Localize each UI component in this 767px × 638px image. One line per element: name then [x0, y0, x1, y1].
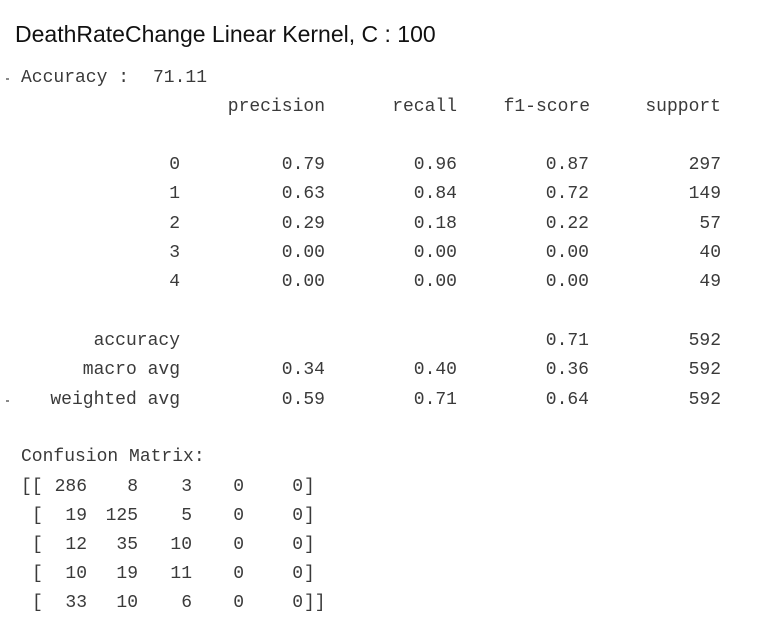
matrix-cell: 0 — [233, 593, 244, 613]
matrix-cell: 10 — [170, 535, 192, 555]
recall-value: 0.40 — [413, 360, 457, 380]
precision-value: 0.29 — [281, 214, 325, 234]
matrix-cell: 11 — [170, 564, 192, 584]
f1-value: 0.00 — [545, 272, 589, 292]
f1-value: 0.71 — [545, 331, 589, 351]
precision-value: 0.79 — [281, 155, 325, 175]
matrix-open-bracket: [ — [32, 535, 43, 555]
matrix-cell: 125 — [105, 506, 138, 526]
matrix-cell: 3 — [181, 477, 192, 497]
f1-value: 0.00 — [545, 243, 589, 263]
recall-value: 0.96 — [413, 155, 457, 175]
f1-value: 0.22 — [545, 214, 589, 234]
f1-value: 0.72 — [545, 184, 589, 204]
precision-value: 0.00 — [281, 272, 325, 292]
row-label: 2 — [169, 214, 180, 234]
support-value: 149 — [688, 184, 721, 204]
matrix-cell: 0 — [233, 506, 244, 526]
recall-value: 0.18 — [413, 214, 457, 234]
matrix-cell: 19 — [65, 506, 87, 526]
matrix-close-bracket: ] — [304, 477, 315, 497]
matrix-cell: 5 — [181, 506, 192, 526]
matrix-open-bracket: [ — [32, 593, 43, 613]
accuracy-label: Accuracy : — [21, 68, 130, 88]
matrix-cell: 0 — [233, 564, 244, 584]
precision-value: 0.00 — [281, 243, 325, 263]
matrix-cell: 33 — [65, 593, 87, 613]
row-label: 0 — [169, 155, 180, 175]
matrix-cell: 0 — [292, 564, 303, 584]
accuracy-value: 71.11 — [153, 68, 208, 88]
precision-value: 0.63 — [281, 184, 325, 204]
matrix-close-bracket: ] — [304, 564, 315, 584]
header-recall: recall — [392, 97, 457, 117]
matrix-close-bracket: ] — [304, 535, 315, 555]
row-label: 4 — [169, 272, 180, 292]
support-value: 57 — [699, 214, 721, 234]
precision-value: 0.34 — [281, 360, 325, 380]
support-value: 592 — [688, 331, 721, 351]
support-value: 592 — [688, 360, 721, 380]
matrix-open-bracket: [ — [32, 564, 43, 584]
matrix-cell: 6 — [181, 593, 192, 613]
f1-value: 0.36 — [545, 360, 589, 380]
summary-label: accuracy — [93, 331, 180, 351]
support-value: 40 — [699, 243, 721, 263]
f1-value: 0.64 — [545, 390, 589, 410]
matrix-cell: 10 — [116, 593, 138, 613]
f1-value: 0.87 — [545, 155, 589, 175]
recall-value: 0.84 — [413, 184, 457, 204]
header-support: support — [645, 97, 721, 117]
summary-label: weighted avg — [50, 390, 180, 410]
page-title: DeathRateChange Linear Kernel, C : 100 — [15, 21, 436, 47]
matrix-cell: 0 — [292, 506, 303, 526]
left-edge-mark — [6, 400, 9, 402]
confusion-matrix-label: Confusion Matrix: — [21, 447, 205, 467]
summary-label: macro avg — [82, 360, 180, 380]
left-edge-mark — [6, 78, 9, 80]
matrix-cell: 0 — [292, 593, 303, 613]
matrix-cell: 19 — [116, 564, 138, 584]
support-value: 49 — [699, 272, 721, 292]
matrix-cell: 0 — [292, 535, 303, 555]
matrix-cell: 10 — [65, 564, 87, 584]
matrix-cell: 0 — [233, 477, 244, 497]
matrix-cell: 12 — [65, 535, 87, 555]
recall-value: 0.71 — [413, 390, 457, 410]
row-label: 1 — [169, 184, 180, 204]
row-label: 3 — [169, 243, 180, 263]
matrix-cell: 8 — [127, 477, 138, 497]
matrix-close-bracket: ]] — [304, 593, 326, 613]
header-f1-score: f1-score — [503, 97, 590, 117]
precision-value: 0.59 — [281, 390, 325, 410]
matrix-cell: 35 — [116, 535, 138, 555]
support-value: 592 — [688, 390, 721, 410]
matrix-cell: 286 — [54, 477, 87, 497]
matrix-cell: 0 — [292, 477, 303, 497]
header-precision: precision — [227, 97, 325, 117]
matrix-cell: 0 — [233, 535, 244, 555]
recall-value: 0.00 — [413, 272, 457, 292]
support-value: 297 — [688, 155, 721, 175]
recall-value: 0.00 — [413, 243, 457, 263]
matrix-close-bracket: ] — [304, 506, 315, 526]
matrix-open-bracket: [ — [32, 506, 43, 526]
matrix-open-bracket: [[ — [21, 477, 43, 497]
